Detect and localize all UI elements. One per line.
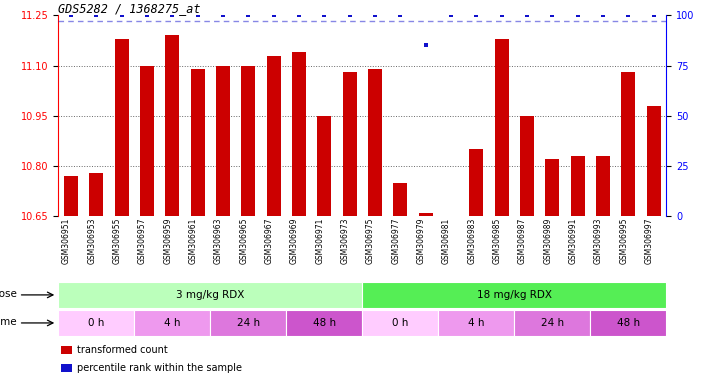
Point	[648, 12, 659, 18]
Bar	[90, 173, 103, 216]
Text: GSM306965: GSM306965	[240, 217, 248, 264]
Text: 0 h: 0 h	[88, 318, 105, 328]
Text: GSM306955: GSM306955	[112, 217, 122, 264]
Bar	[287, 310, 363, 336]
Point	[572, 12, 583, 18]
Bar	[520, 116, 534, 216]
Text: GSM306961: GSM306961	[188, 217, 198, 264]
Bar	[292, 52, 306, 216]
Point	[344, 12, 356, 18]
Bar	[495, 39, 508, 216]
Point	[420, 42, 432, 48]
Bar	[58, 310, 134, 336]
Text: time: time	[0, 317, 18, 327]
Text: GSM306973: GSM306973	[341, 217, 350, 264]
Point	[192, 12, 203, 18]
Text: GSM306951: GSM306951	[62, 217, 71, 264]
Bar	[267, 56, 281, 216]
Point	[471, 12, 482, 18]
Text: GSM306957: GSM306957	[138, 217, 147, 264]
Bar	[210, 310, 287, 336]
Bar	[469, 149, 483, 216]
Point	[65, 12, 77, 18]
Text: GSM306969: GSM306969	[290, 217, 299, 264]
Bar	[61, 346, 73, 354]
Text: 3 mg/kg RDX: 3 mg/kg RDX	[176, 290, 245, 300]
Bar	[646, 106, 661, 216]
Point	[521, 12, 533, 18]
Bar	[61, 364, 73, 372]
Text: GSM306963: GSM306963	[214, 217, 223, 264]
Text: 4 h: 4 h	[468, 318, 484, 328]
Point	[218, 12, 229, 18]
Point	[116, 12, 127, 18]
Text: GSM306985: GSM306985	[493, 217, 501, 264]
Bar	[343, 72, 356, 216]
Point	[597, 12, 609, 18]
Point	[268, 12, 279, 18]
Text: 0 h: 0 h	[392, 318, 408, 328]
Text: 48 h: 48 h	[313, 318, 336, 328]
Bar	[114, 39, 129, 216]
Text: GSM306987: GSM306987	[518, 217, 527, 264]
Text: transformed count: transformed count	[77, 345, 167, 355]
Point	[166, 12, 178, 18]
Text: 24 h: 24 h	[237, 318, 260, 328]
Point	[395, 12, 406, 18]
Bar	[241, 66, 255, 216]
Point	[242, 12, 254, 18]
Text: 18 mg/kg RDX: 18 mg/kg RDX	[477, 290, 552, 300]
Text: GSM306997: GSM306997	[645, 217, 653, 264]
Point	[496, 12, 507, 18]
Bar	[590, 310, 666, 336]
Bar	[545, 159, 559, 216]
Point	[369, 12, 380, 18]
Text: 4 h: 4 h	[164, 318, 181, 328]
Text: 48 h: 48 h	[616, 318, 640, 328]
Text: GSM306983: GSM306983	[467, 217, 476, 264]
Bar	[216, 66, 230, 216]
Bar	[596, 156, 610, 216]
Text: GSM306995: GSM306995	[619, 217, 629, 264]
Text: percentile rank within the sample: percentile rank within the sample	[77, 363, 242, 373]
Point	[141, 12, 153, 18]
Text: GSM306967: GSM306967	[264, 217, 274, 264]
Text: GSM306993: GSM306993	[594, 217, 603, 264]
Text: 24 h: 24 h	[540, 318, 564, 328]
Bar	[363, 310, 438, 336]
Text: GSM306981: GSM306981	[442, 217, 451, 264]
Bar	[191, 69, 205, 216]
Bar	[64, 176, 78, 216]
Bar	[571, 156, 584, 216]
Bar	[514, 310, 590, 336]
Point	[445, 12, 456, 18]
Text: GSM306977: GSM306977	[391, 217, 400, 264]
Bar	[621, 72, 635, 216]
Text: GSM306979: GSM306979	[417, 217, 426, 264]
Text: GSM306971: GSM306971	[315, 217, 324, 264]
Bar	[393, 183, 407, 216]
Bar	[419, 213, 432, 216]
Text: GSM306991: GSM306991	[569, 217, 577, 264]
Bar	[438, 310, 514, 336]
Bar	[166, 35, 179, 216]
Point	[319, 12, 330, 18]
Bar	[368, 69, 382, 216]
Point	[90, 12, 102, 18]
Text: GSM306953: GSM306953	[87, 217, 96, 264]
Point	[623, 12, 634, 18]
Text: GDS5282 / 1368275_at: GDS5282 / 1368275_at	[58, 2, 201, 15]
Bar	[134, 310, 210, 336]
Text: GSM306959: GSM306959	[164, 217, 172, 264]
Bar	[140, 66, 154, 216]
Point	[293, 12, 304, 18]
Text: dose: dose	[0, 289, 18, 299]
Text: GSM306975: GSM306975	[366, 217, 375, 264]
Text: GSM306989: GSM306989	[543, 217, 552, 264]
Bar	[317, 116, 331, 216]
Bar	[363, 282, 666, 308]
Point	[547, 12, 558, 18]
Bar	[58, 282, 363, 308]
